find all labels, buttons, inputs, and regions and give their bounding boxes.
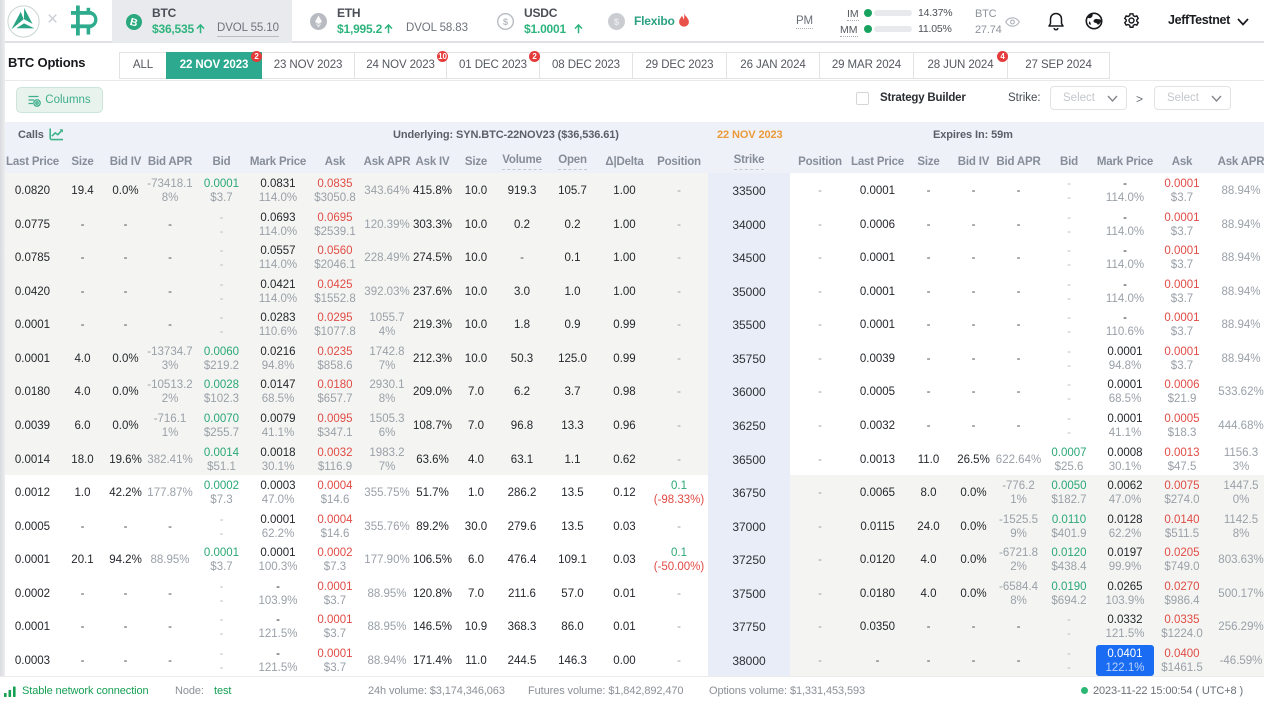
svg-text:$: $	[503, 17, 509, 28]
svg-text:$: $	[614, 17, 620, 28]
svg-text:B: B	[129, 16, 140, 30]
